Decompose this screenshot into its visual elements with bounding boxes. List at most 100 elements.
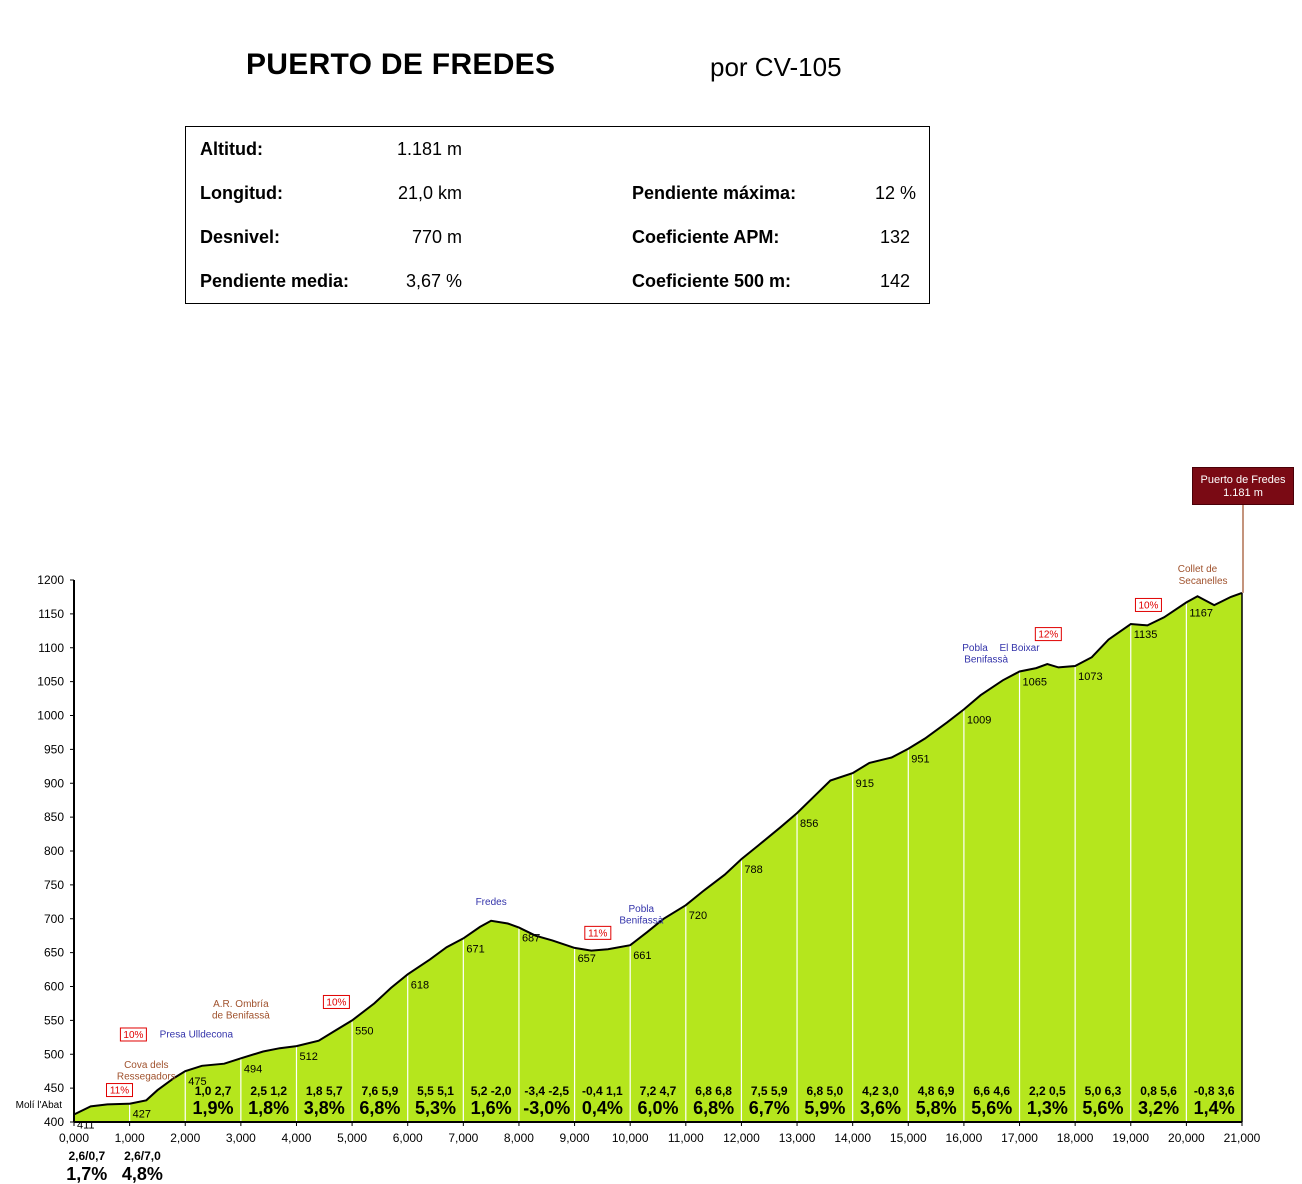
x-tick-label: 14,000 [834,1131,871,1145]
segment-sub-grades: 5,5 5,1 [417,1084,454,1098]
summit-altitude: 1.181 m [1223,487,1263,499]
segment-sub-grades: 7,2 4,7 [640,1084,677,1098]
altitude-label: 657 [578,953,596,965]
segment-sub-grades: 2,5 1,2 [250,1084,287,1098]
x-tick-label: 15,000 [890,1131,927,1145]
altitude-label: 915 [856,778,874,790]
place-annotation: El Boixar [1000,643,1041,654]
segment-avg-grade: 1,7% [66,1164,107,1184]
altitude-label: 1167 [1189,607,1213,619]
segment-avg-grade: 6,8% [693,1098,734,1118]
segment-sub-grades: 5,2 -2,0 [471,1084,512,1098]
segment-sub-grades: 7,6 5,9 [362,1084,399,1098]
segment-sub-grades: -3,4 -2,5 [524,1084,569,1098]
pendiente-media-value: 3,67 % [405,271,462,291]
y-tick-label: 1050 [37,675,64,689]
x-tick-label: 2,000 [170,1131,200,1145]
altitude-label: 1065 [1023,676,1047,688]
segment-avg-grade: 6,0% [637,1098,678,1118]
segment-avg-grade: 1,8% [248,1098,289,1118]
place-annotation: Pobla [962,643,988,654]
segment-avg-grade: 5,8% [916,1098,957,1118]
x-tick-label: 9,000 [560,1131,590,1145]
max-grade-label: 10% [326,997,346,1008]
segment-sub-grades: 1,8 5,7 [306,1084,343,1098]
place-annotation: Cova dels [124,1060,168,1071]
longitud-label: Longitud: [200,183,283,203]
x-tick-label: 7,000 [448,1131,478,1145]
place-annotation: Fredes [476,897,507,908]
altitude-label: 550 [355,1025,373,1037]
place-annotation: Benifassà [619,915,663,926]
x-tick-label: 18,000 [1057,1131,1094,1145]
segment-avg-grade: 3,6% [860,1098,901,1118]
segment-avg-grade: 0,4% [582,1098,623,1118]
altitude-label: 661 [633,950,651,962]
y-tick-label: 650 [44,946,64,960]
y-tick-label: 1000 [37,709,64,723]
altitude-label: 618 [411,979,429,991]
altitude-label: 720 [689,910,707,922]
pendiente-maxima-label: Pendiente máxima: [632,183,797,203]
pendiente-media-label: Pendiente media: [200,271,350,291]
altitude-label: 411 [77,1120,95,1132]
segment-sub-grades: 1,0 2,7 [195,1084,232,1098]
x-tick-label: 8,000 [504,1131,534,1145]
y-tick-label: 850 [44,810,64,824]
place-annotation: de Benifassà [212,1010,270,1021]
max-grade-label: 11% [110,1086,129,1097]
max-grade-box [105,1083,133,1098]
summit-name: Puerto de Fredes [1200,474,1286,486]
y-tick-label: 950 [44,742,64,756]
segment-sub-grades: 4,8 6,9 [918,1084,955,1098]
x-tick-label: 20,000 [1168,1131,1205,1145]
max-grade-box [584,925,612,940]
profile-area [74,592,1242,1122]
summit-label-box: Puerto de Fredes 1.181 m [1192,467,1294,505]
x-tick-label: 6,000 [393,1131,423,1145]
altitude-label: 427 [133,1109,151,1121]
place-annotation: Presa Ulldecona [160,1029,234,1040]
segment-sub-grades: 0,8 5,6 [1140,1084,1177,1098]
place-annotation: Secanelles [1179,576,1228,587]
y-tick-label: 1150 [38,607,64,621]
page-subtitle: por CV-105 [710,52,842,82]
place-annotation: A.R. Ombría [213,999,269,1010]
segment-sub-grades: 2,2 0,5 [1029,1084,1066,1098]
y-tick-label: 450 [44,1081,64,1095]
longitud-value: 21,0 km [397,183,462,203]
altitude-label: 687 [522,933,540,945]
pendiente-maxima-value: 12 % [874,183,916,203]
altitude-label: 788 [744,864,762,876]
y-tick-label: 1100 [38,641,64,655]
place-annotation: Molí l'Abat [16,1100,63,1111]
altitude-label: 1009 [967,714,991,726]
y-tick-label: 900 [44,776,64,790]
segment-sub-grades: 6,8 5,0 [807,1084,844,1098]
x-tick-label: 0,000 [59,1131,89,1145]
segment-sub-grades: -0,4 1,1 [582,1084,623,1098]
x-tick-label: 1,000 [115,1131,145,1145]
profile-line [73,591,1243,1116]
x-tick-label: 21,000 [1224,1131,1261,1145]
segment-avg-grade: 1,6% [471,1098,512,1118]
max-grade-box [1134,597,1162,612]
y-tick-label: 700 [44,912,64,926]
y-tick-label: 1200 [37,573,64,587]
x-tick-label: 11,000 [668,1131,704,1145]
segment-sub-grades: 7,5 5,9 [751,1084,788,1098]
max-grade-box [322,994,350,1009]
altitude-label: 1135 [1134,629,1158,641]
segment-sub-grades: 6,6 4,6 [973,1084,1010,1098]
x-tick-label: 13,000 [779,1131,816,1145]
x-tick-label: 12,000 [723,1131,760,1145]
segment-sub-grades: 2,6/0,7 [68,1149,105,1163]
altitude-label: 856 [800,818,818,830]
max-grade-box [119,1027,147,1042]
altitude-label: 1073 [1078,671,1102,683]
desnivel-label: Desnivel: [200,227,281,247]
segment-sub-grades: -0,8 3,6 [1194,1084,1235,1098]
segment-avg-grade: 5,6% [971,1098,1012,1118]
y-tick-label: 550 [44,1013,64,1027]
altitude-label: 951 [911,754,929,766]
